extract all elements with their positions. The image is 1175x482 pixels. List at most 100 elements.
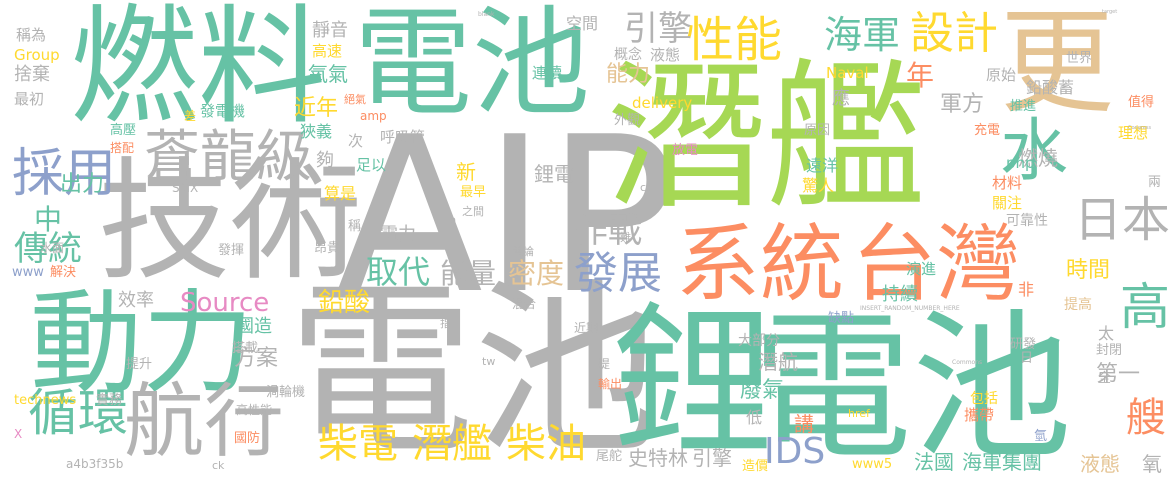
word-continuous: 連續 <box>532 64 563 82</box>
word-difference: 差 <box>184 109 197 123</box>
word-mention: 提 <box>598 357 611 371</box>
word-oxygen-gas: 氧氣 <box>308 62 348 86</box>
word-plan: 方案 <box>234 346 279 371</box>
word-talk: 講 <box>794 412 814 436</box>
word-traditional: 傳統 <box>14 229 82 269</box>
word-a: a <box>450 215 457 226</box>
word-evolution: 演進 <box>906 260 937 278</box>
word-cb: cb <box>640 181 654 194</box>
word-blank: blank <box>478 11 495 18</box>
word-system: 系統 <box>676 215 845 313</box>
word-combustion: 燃燒 <box>1018 146 1058 170</box>
word-new: 新 <box>456 160 476 184</box>
word-continue: 持續 <box>882 284 918 305</box>
word-www: www <box>12 265 44 280</box>
word-naval: Naval <box>826 64 869 82</box>
word-technology: 技術 <box>98 145 362 299</box>
word-source: Source <box>180 288 270 318</box>
word-diesel: 柴油 <box>506 421 586 467</box>
word-include: 包括 <box>970 391 998 407</box>
word-smx: SMX <box>172 181 199 195</box>
word-battery-bottom: 電池 <box>288 262 661 479</box>
word-water: 水 <box>1000 112 1069 191</box>
word-battery-right: 電池 <box>752 294 1073 481</box>
word-anaerobic: 絕氣 <box>344 93 366 106</box>
word-snorkel: 呼吸管 <box>380 128 426 146</box>
word-cycle: 循環 <box>28 384 128 442</box>
word-opinion: 興論 <box>512 245 534 258</box>
word-replace: 取代 <box>366 253 431 291</box>
word-charge: 充電 <box>974 123 1001 138</box>
word-sufficient: 足以 <box>356 156 387 174</box>
word-concept: 概念 <box>614 47 642 63</box>
word-group: Group <box>14 46 60 64</box>
word-carried: 搭載 <box>232 341 259 356</box>
word-lead-acid: 鉛酸 <box>318 288 371 318</box>
word-low: 低 <box>746 408 763 427</box>
word-appearance: 外觀 <box>614 113 641 128</box>
word-ocean: 遠洋 <box>806 156 839 175</box>
word-soryu-class: 蒼龍級 <box>144 125 312 190</box>
word-difficult: 難 <box>620 231 631 244</box>
word-ids: IDS <box>764 431 826 472</box>
word-power: 動力 <box>30 279 254 409</box>
word-called: 稱為 <box>16 26 47 44</box>
word-name: 稱 <box>348 219 362 234</box>
word-submarine-small: 潛艦 <box>412 421 492 467</box>
word-pairing: 搭配 <box>110 141 135 155</box>
word-surface: 水面 <box>40 241 65 255</box>
word-exert: 發揮 <box>218 243 245 258</box>
word-taiwan: 台灣 <box>852 215 1021 313</box>
word-exhaust: 廢氣 <box>740 378 785 403</box>
word-diesel-electric: 柴電 <box>318 421 398 467</box>
word-more: 更 <box>1000 0 1115 129</box>
word-delivery: delivery <box>632 94 693 112</box>
word-astonishing: 驚人 <box>802 176 835 195</box>
word-battery-top: 電池 <box>354 0 591 132</box>
word-all: 全 <box>1098 371 1112 386</box>
word-congress: Congress <box>1128 125 1152 131</box>
word-naval-group: 海軍集團 <box>962 450 1042 474</box>
word-technews: technews <box>14 393 77 408</box>
word-first: 第一 <box>1096 362 1141 387</box>
word-dive: 潛航 <box>758 350 798 374</box>
word-propulsion: 推進 <box>1010 99 1037 114</box>
word-a4b3f35b: a4b3f35b <box>66 457 124 471</box>
word-sealed: 封閉 <box>1096 343 1123 358</box>
word-target: target <box>1102 9 1118 15</box>
word-japan: 日本 <box>1074 192 1171 248</box>
word-solve: 解決 <box>50 265 77 280</box>
word-ideal: 理想 <box>1118 124 1149 142</box>
word-design: 設計 <box>910 8 998 59</box>
word-time: 時間 <box>1066 258 1111 283</box>
word-output: 出力 <box>60 172 105 197</box>
word-recent-years: 近年 <box>294 96 339 121</box>
word-rudder: 尾舵 <box>596 449 623 464</box>
word-recent: 近期 <box>574 321 599 335</box>
word-cost: 造價 <box>742 459 769 474</box>
word-liquid-bottom: 液態 <box>1080 452 1120 476</box>
word-domestic: 國造 <box>236 316 272 337</box>
word-www5: www5 <box>852 457 893 472</box>
word-space: 空間 <box>566 14 599 33</box>
word-combat: 作戰 <box>574 211 642 251</box>
word-navigation: 航行 <box>124 375 284 468</box>
word-world: 世界 <box>1066 51 1093 66</box>
word-x: X <box>14 427 23 441</box>
word-aip: AIP <box>336 90 677 341</box>
word-silent: 靜音 <box>312 20 348 41</box>
word-energy: 能量 <box>440 257 497 290</box>
word-generator: 發電機 <box>200 102 246 120</box>
word-hydrogen: 氫 <box>1034 429 1048 444</box>
word-turbine: 渦輪機 <box>266 385 306 400</box>
word-oxygen: 氧 <box>1142 452 1162 476</box>
word-vessel: 艘 <box>1126 395 1166 441</box>
word-adopt: 採用 <box>12 144 117 204</box>
word-practice: 實務 <box>96 393 123 408</box>
word-output-small: 輸出 <box>598 377 623 391</box>
word-initially: 最初 <box>14 90 45 108</box>
word-amp: amp <box>360 109 387 123</box>
word-engine-bottom: 引擎 <box>692 446 732 470</box>
word-expensive: 昂貴 <box>314 241 341 256</box>
word-insert-random: INSERT_RANDOM_NUMBER_HERE <box>860 305 960 312</box>
